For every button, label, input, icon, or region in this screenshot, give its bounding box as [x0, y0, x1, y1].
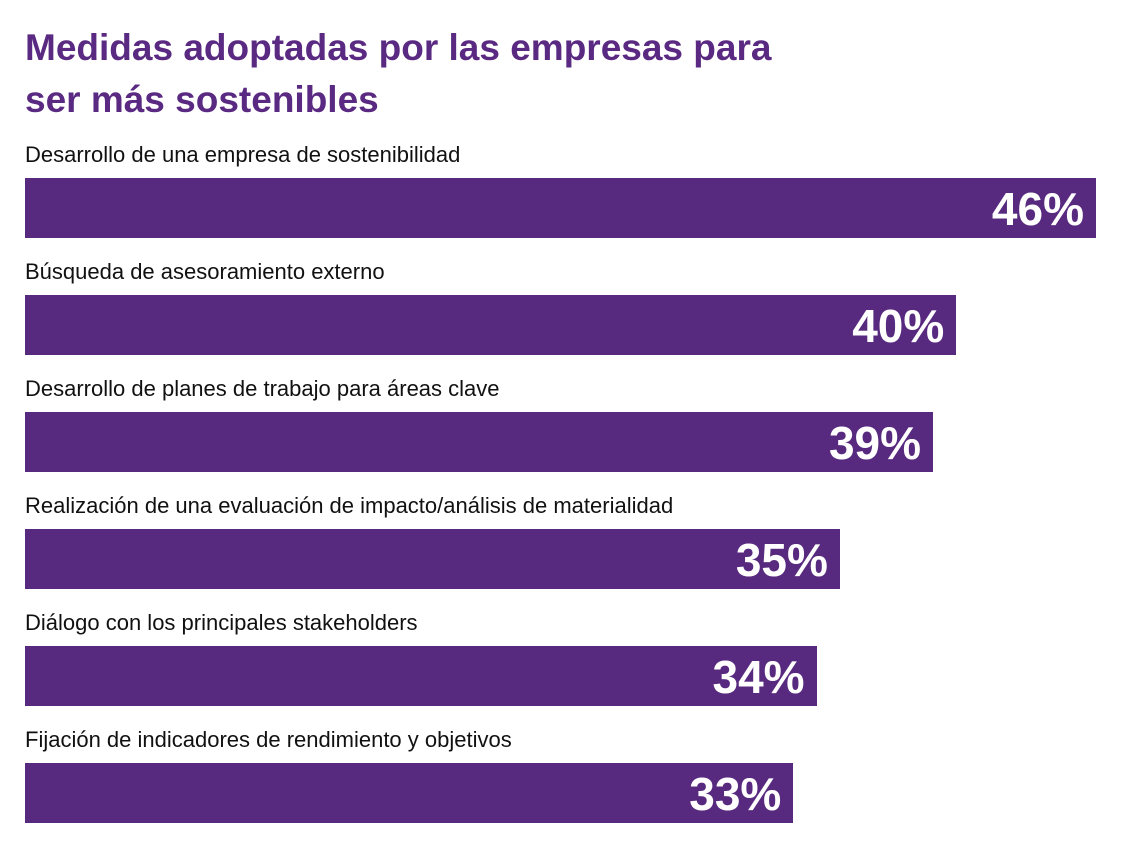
- bar: 33%: [25, 763, 794, 823]
- bar: 40%: [25, 295, 957, 355]
- bar-row: Búsqueda de asesoramiento externo 40%: [25, 257, 1096, 374]
- value-label: 46%: [991, 183, 1084, 235]
- bar-row: Diálogo con los principales stakeholders…: [25, 608, 1096, 725]
- bar-list: Desarrollo de una empresa de sostenibili…: [25, 140, 1096, 842]
- category-label: Desarrollo de planes de trabajo para áre…: [25, 376, 500, 401]
- bar-row: Fijación de indicadores de rendimiento y…: [25, 725, 1096, 842]
- bar-row: Realización de una evaluación de impacto…: [25, 491, 1096, 608]
- category-label: Búsqueda de asesoramiento externo: [25, 259, 385, 284]
- value-label: 40%: [852, 300, 945, 352]
- bar: 35%: [25, 529, 840, 589]
- category-label: Fijación de indicadores de rendimiento y…: [25, 727, 512, 752]
- bar: 46%: [25, 178, 1096, 238]
- category-label: Realización de una evaluación de impacto…: [25, 493, 674, 518]
- bar-row: Desarrollo de una empresa de sostenibili…: [25, 140, 1096, 257]
- chart-title: Medidas adoptadas por las empresas para …: [25, 27, 772, 120]
- category-label: Desarrollo de una empresa de sostenibili…: [25, 142, 461, 167]
- bar: 39%: [25, 412, 934, 472]
- category-label: Diálogo con los principales stakeholders: [25, 610, 418, 635]
- value-label: 34%: [712, 651, 805, 703]
- value-label: 33%: [689, 768, 782, 820]
- value-label: 35%: [735, 534, 828, 586]
- value-label: 39%: [828, 417, 922, 469]
- bar-row: Desarrollo de planes de trabajo para áre…: [25, 374, 1096, 491]
- bar: 34%: [25, 646, 817, 706]
